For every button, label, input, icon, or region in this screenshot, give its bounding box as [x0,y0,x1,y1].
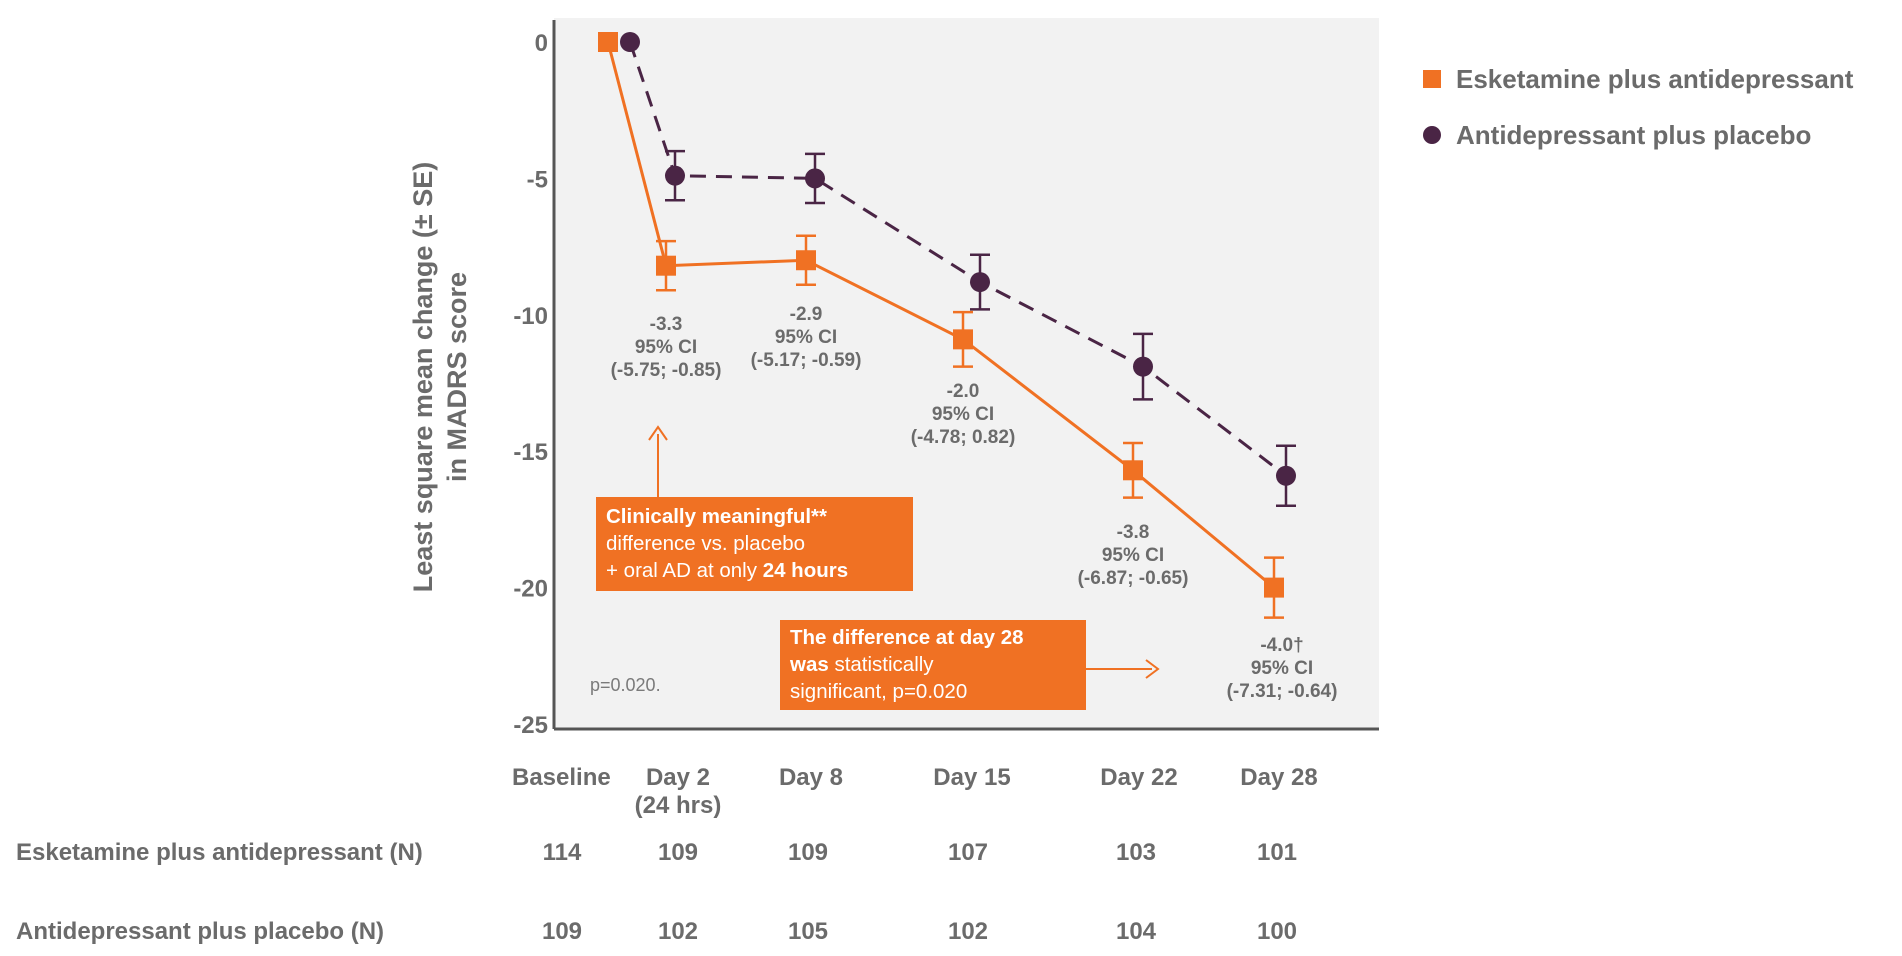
x-category-label: Day 15 [933,764,1010,791]
data-point-square [796,250,816,271]
n-value: 109 [788,839,828,866]
callout-24h-line1: Clinically meaningful** [606,505,827,528]
series-line [628,41,1287,477]
legend-marker-square [1423,70,1441,88]
difference-label: -3.3 95% CI (-5.75; -0.85) [611,314,722,381]
y-tick-label: -5 [527,166,548,193]
n-value: 101 [1257,839,1297,866]
n-value: 107 [948,839,988,866]
n-value: 103 [1116,839,1156,866]
x-category-label: Day 2 (24 hrs) [635,764,722,819]
data-point-square [1123,460,1143,481]
x-category-label: Day 22 [1100,764,1177,791]
data-point-circle [970,272,990,293]
callout-day28-box [780,620,1086,710]
data-point-square [656,255,676,276]
arrow-right-icon [1145,659,1160,679]
y-tick-label: 0 [535,30,548,57]
data-point-circle [620,32,640,52]
data-point-square [598,32,618,52]
n-value: 104 [1116,918,1157,945]
n-value: 105 [788,918,828,945]
plot-area-background [554,18,1379,729]
n-value: 114 [543,839,582,866]
x-category-label: Day 28 [1240,764,1317,791]
difference-label: -2.0 95% CI (-4.78; 0.82) [911,381,1016,448]
x-category-labels: Baseline Day 2 (24 hrs) Day 8 Day 15 Day 22 Da… [512,764,1318,819]
x-category-label: Baseline [512,764,611,791]
y-tick-labels: 0 -5 -10 -15 -20 -25 [513,30,548,739]
difference-label: -4.0† 95% CI (-7.31; -0.64) [1227,635,1338,702]
x-category-label: Day 8 [779,764,843,791]
legend-entry: Esketamine plus antidepressant [1456,64,1854,94]
callout-24h-line2: difference vs. placebo [606,532,805,555]
y-tick-label: -10 [513,303,548,330]
y-axis-label: Least square mean change (± SE) in MADRS … [408,162,472,592]
data-point-circle [805,168,825,189]
series-layer [598,32,1296,619]
n-value: 100 [1257,918,1297,945]
n-value: 102 [948,918,988,945]
n-table: Esketamine plus antidepressant (N) 114 109… [16,839,1297,945]
series-line [606,41,1275,589]
difference-label: -2.9 95% CI (-5.17; -0.59) [751,304,862,371]
n-value: 102 [658,918,698,945]
data-point-circle [1133,356,1153,377]
n-value: 109 [542,918,582,945]
difference-label: -3.8 95% CI (-6.87; -0.65) [1078,522,1189,589]
series-esketamine [598,32,1284,619]
legend-marker-circle [1423,126,1441,144]
data-point-square [953,329,973,350]
data-point-circle [1276,465,1296,486]
data-point-circle [665,165,685,186]
arrow-up-icon [648,425,668,441]
n-row-label: Antidepressant plus placebo (N) [16,918,384,945]
annotations: p=0.020. Clinically meaningful** differenc… [590,425,1160,710]
y-tick-label: -20 [513,576,548,603]
y-tick-label: -25 [513,712,548,739]
callout-day28-line3: significant, p=0.020 [790,680,967,703]
callout-24h-box [596,497,913,591]
p-value-note: p=0.020. [590,675,661,695]
series-placebo [620,32,1296,508]
y-axis-title: Least square mean change (± SE) in MADRS … [408,162,472,592]
n-value: 109 [658,839,698,866]
y-tick-label: -15 [513,439,548,466]
legend-entry: Antidepressant plus placebo [1456,120,1811,150]
data-point-square [1264,577,1284,598]
n-row-label: Esketamine plus antidepressant (N) [16,839,423,866]
callout-day28-line2: was statistically [789,653,934,676]
data-labels: -3.3 95% CI (-5.75; -0.85) -2.9 95% CI (-5.17… [611,304,1338,702]
legend: Esketamine plus antidepressant Antidepres… [1423,64,1854,150]
axes [552,20,1379,731]
callout-day28-line1: The difference at day 28 [790,626,1024,649]
callout-24h-line3: + oral AD at only 24 hours [606,559,848,582]
